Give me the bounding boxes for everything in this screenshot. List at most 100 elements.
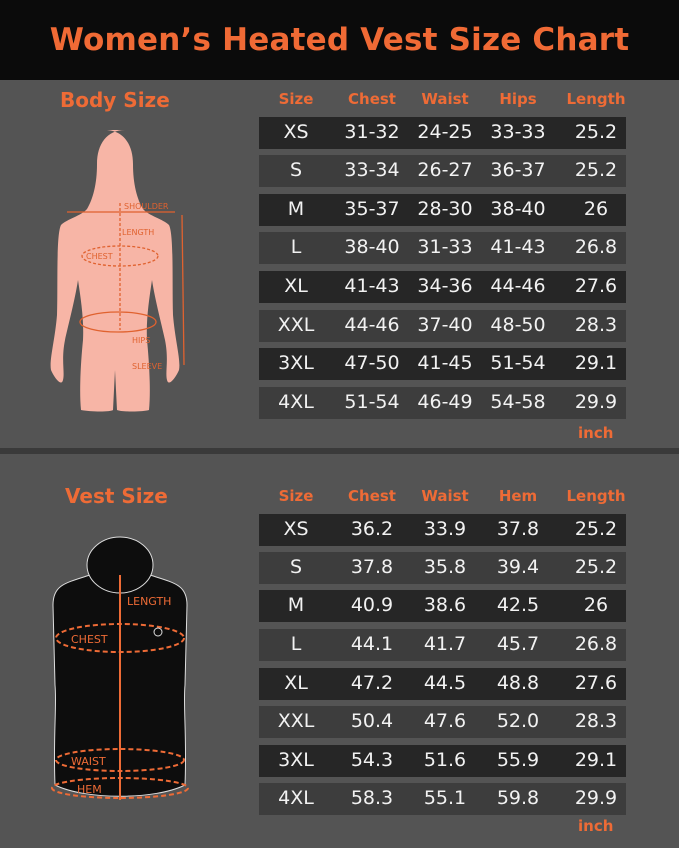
table-cell: 37-40 [417, 314, 473, 336]
table-cell: 55.1 [423, 787, 467, 809]
table-cell: 3XL [278, 749, 314, 771]
table-cell: 25.2 [574, 518, 618, 540]
body-table-header: Size Chest Waist Hips Length [259, 90, 629, 110]
sleeve-label: SLEEVE [132, 362, 162, 371]
vest-table-header: Size Chest Waist Hem Length [259, 487, 629, 507]
body-table-row: XL 41-43 34-36 44-46 27.6 [259, 271, 626, 303]
table-cell: 55.9 [496, 749, 540, 771]
body-table-row: XS 31-32 24-25 33-33 25.2 [259, 117, 626, 149]
table-cell: XXL [277, 314, 315, 336]
table-cell: 35.8 [423, 556, 467, 578]
table-cell: 51-54 [344, 391, 400, 413]
table-cell: 26.8 [574, 236, 618, 258]
table-cell: 44.5 [423, 672, 467, 694]
body-table-row: S 33-34 26-27 36-37 25.2 [259, 155, 626, 187]
column-header: Size [278, 487, 314, 505]
table-cell: 36.2 [350, 518, 394, 540]
table-cell: 29.9 [574, 391, 618, 413]
table-cell: 39.4 [496, 556, 540, 578]
vest-waist-label: WAIST [71, 755, 106, 768]
column-header: Hips [499, 90, 537, 108]
vest-table-row: M 40.9 38.6 42.5 26 [259, 590, 626, 622]
body-figure: SHOULDER LENGTH CHEST HIPS SLEEVE [50, 130, 185, 412]
table-cell: 41-43 [344, 275, 400, 297]
table-cell: 25.2 [574, 121, 618, 143]
shoulder-label: SHOULDER [124, 202, 169, 211]
vest-table-row: S 37.8 35.8 39.4 25.2 [259, 552, 626, 584]
table-cell: 33-34 [344, 159, 400, 181]
table-cell: 48.8 [496, 672, 540, 694]
table-cell: 31-32 [344, 121, 400, 143]
table-cell: 25.2 [574, 556, 618, 578]
table-cell: 25.2 [574, 159, 618, 181]
table-cell: XS [283, 121, 309, 143]
table-cell: L [290, 633, 302, 655]
table-cell: 27.6 [574, 275, 618, 297]
vest-unit: inch [578, 817, 614, 835]
column-header: Chest [348, 90, 396, 108]
table-cell: L [290, 236, 302, 258]
table-cell: XL [284, 672, 308, 694]
column-header: Hem [498, 487, 538, 505]
body-table-row: L 38-40 31-33 41-43 26.8 [259, 232, 626, 264]
table-cell: S [289, 556, 303, 578]
table-cell: 26.8 [574, 633, 618, 655]
table-cell: 42.5 [496, 594, 540, 616]
column-header: Waist [421, 90, 469, 108]
column-header: Chest [348, 487, 396, 505]
column-header: Length [566, 487, 626, 505]
table-cell: 47.2 [350, 672, 394, 694]
body-size-title: Body Size [60, 88, 170, 112]
table-cell: 40.9 [350, 594, 394, 616]
table-cell: 34-36 [417, 275, 473, 297]
table-cell: 44-46 [490, 275, 546, 297]
table-cell: 48-50 [490, 314, 546, 336]
table-cell: 38.6 [423, 594, 467, 616]
vest-figure: LENGTH CHEST WAIST HEM [51, 536, 189, 800]
chest-label: CHEST [86, 252, 113, 261]
section-divider [0, 448, 679, 454]
table-cell: 44-46 [344, 314, 400, 336]
table-cell: 47-50 [344, 352, 400, 374]
vest-hem-label: HEM [77, 783, 102, 796]
table-cell: 26-27 [417, 159, 473, 181]
table-cell: 3XL [278, 352, 314, 374]
vest-chest-label: CHEST [71, 633, 108, 646]
table-cell: 26 [583, 594, 609, 616]
body-table-row: 3XL 47-50 41-45 51-54 29.1 [259, 348, 626, 380]
table-cell: 54-58 [490, 391, 546, 413]
table-cell: 45.7 [496, 633, 540, 655]
body-table-row: XXL 44-46 37-40 48-50 28.3 [259, 310, 626, 342]
length-label: LENGTH [122, 228, 154, 237]
table-cell: 33.9 [423, 518, 467, 540]
table-cell: 46-49 [417, 391, 473, 413]
column-header: Length [566, 90, 626, 108]
body-table-row: M 35-37 28-30 38-40 26 [259, 194, 626, 226]
table-cell: 4XL [278, 787, 314, 809]
table-cell: S [289, 159, 303, 181]
table-cell: M [287, 594, 305, 616]
table-cell: 47.6 [423, 710, 467, 732]
table-cell: 26 [583, 198, 609, 220]
table-cell: 28.3 [574, 314, 618, 336]
table-cell: 51-54 [490, 352, 546, 374]
table-cell: 51.6 [423, 749, 467, 771]
table-cell: 24-25 [417, 121, 473, 143]
table-cell: 59.8 [496, 787, 540, 809]
table-cell: 36-37 [490, 159, 546, 181]
page-title: Women’s Heated Vest Size Chart [49, 22, 630, 58]
table-cell: 29.1 [574, 749, 618, 771]
body-table-row: 4XL 51-54 46-49 54-58 29.9 [259, 387, 626, 419]
vest-length-label: LENGTH [127, 595, 171, 608]
vest-table-row: XS 36.2 33.9 37.8 25.2 [259, 514, 626, 546]
table-cell: 38-40 [490, 198, 546, 220]
table-cell: 58.3 [350, 787, 394, 809]
hips-label: HIPS [132, 336, 150, 345]
table-cell: 41-43 [490, 236, 546, 258]
vest-size-title: Vest Size [65, 484, 168, 508]
table-cell: 31-33 [417, 236, 473, 258]
vest-table-row: XXL 50.4 47.6 52.0 28.3 [259, 706, 626, 738]
table-cell: 27.6 [574, 672, 618, 694]
table-cell: 41-45 [417, 352, 473, 374]
table-cell: 28-30 [417, 198, 473, 220]
